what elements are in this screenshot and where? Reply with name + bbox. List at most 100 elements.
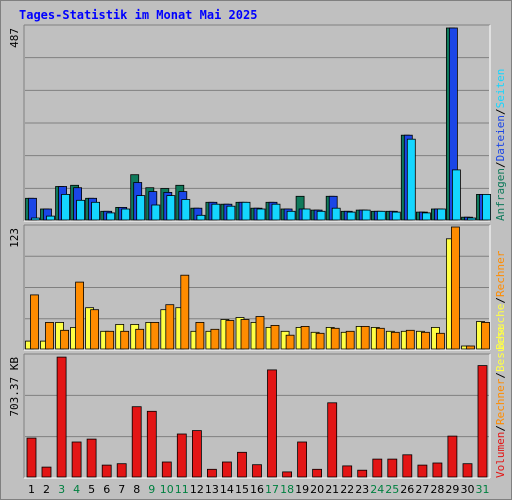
side-legend-item: / <box>494 425 507 432</box>
x-tick-label-day-21: 21 <box>325 483 339 496</box>
visits-bar-rechner-day-17 <box>270 324 280 350</box>
requests-bar-seiten-day-5 <box>91 201 100 221</box>
requests-bar-seiten-day-20 <box>316 210 326 221</box>
requests-bar-seiten-day-14 <box>226 205 236 221</box>
volume-bar-volumen-day-7 <box>116 463 127 478</box>
visits-bar-rechner-day-1 <box>30 294 39 350</box>
visits-bar-rechner-day-10 <box>165 304 175 350</box>
visits-bar-rechner-day-6 <box>105 330 115 350</box>
x-tick-label-day-5: 5 <box>88 483 95 496</box>
visits-bar-rechner-day-16 <box>255 316 265 350</box>
visits-bar-rechner-day-8 <box>135 328 145 350</box>
volume-bar-volumen-day-28 <box>432 462 443 478</box>
requests-bar-seiten-day-28 <box>436 208 446 221</box>
requests-bar-seiten-day-10 <box>166 195 176 221</box>
visits-bar-rechner-day-12 <box>195 321 205 350</box>
requests-bar-seiten-day-12 <box>196 214 206 221</box>
x-tick-label-day-26: 26 <box>400 483 414 496</box>
side-legend-item: / <box>494 108 507 115</box>
requests-bar-seiten-day-30 <box>467 217 476 221</box>
volume-bar-volumen-day-12 <box>191 430 202 478</box>
visits-bar-rechner-day-19 <box>300 325 310 350</box>
side-legend-item: Rechner <box>494 378 507 425</box>
volume-bar-volumen-day-5 <box>86 438 97 478</box>
volume-bar-volumen-day-26 <box>402 454 413 478</box>
x-tick-label-day-12: 12 <box>190 483 204 496</box>
x-tick-label-day-6: 6 <box>103 483 110 496</box>
visits-bar-rechner-day-25 <box>390 331 400 350</box>
visits-bar-rechner-day-20 <box>315 332 325 350</box>
visits-bar-rechner-day-2 <box>45 321 54 350</box>
requests-bar-seiten-day-24 <box>376 210 386 221</box>
requests-bar-seiten-day-2 <box>46 215 55 221</box>
x-tick-label-day-3: 3 <box>58 483 65 496</box>
volume-bar-volumen-day-31 <box>477 365 488 478</box>
volume-bar-volumen-day-25 <box>387 458 398 478</box>
visits-bar-rechner-day-23 <box>360 325 370 350</box>
x-tick-label-day-28: 28 <box>430 483 444 496</box>
visits-bar-rechner-day-28 <box>435 332 445 350</box>
volume-bar-volumen-day-11 <box>176 433 187 478</box>
visits-ymax-label: 123 <box>8 228 21 248</box>
side-legend-item: Besuche <box>494 326 507 372</box>
requests-bar-seiten-day-1 <box>31 217 40 221</box>
volume-bar-volumen-day-4 <box>71 441 82 478</box>
x-tick-label-day-13: 13 <box>205 483 219 496</box>
x-tick-label-day-27: 27 <box>415 483 429 496</box>
x-tick-label-day-22: 22 <box>340 483 354 496</box>
volume-bar-volumen-day-21 <box>327 402 338 478</box>
side-legend-item: / <box>494 161 507 168</box>
requests-bar-seiten-day-19 <box>301 208 311 221</box>
side-legend-item: Anfragen <box>494 168 507 221</box>
visits-bar-rechner-day-24 <box>375 327 385 350</box>
volume-bar-volumen-day-29 <box>447 435 458 478</box>
x-tick-label-day-31: 31 <box>476 483 490 496</box>
x-tick-label-day-25: 25 <box>385 483 399 496</box>
x-tick-label-day-9: 9 <box>148 483 155 496</box>
x-tick-label-day-20: 20 <box>310 483 324 496</box>
requests-bar-seiten-day-15 <box>241 201 251 221</box>
visits-bar-rechner-day-18 <box>285 334 295 350</box>
requests-bar-seiten-day-8 <box>136 195 146 221</box>
requests-bar-seiten-day-29 <box>451 169 461 221</box>
volume-bar-volumen-day-16 <box>252 464 262 478</box>
visits-bar-rechner-day-4 <box>75 281 84 350</box>
x-tick-label-day-15: 15 <box>235 483 249 496</box>
side-legend-item: Rechner <box>494 250 507 297</box>
x-tick-label-day-11: 11 <box>175 483 189 496</box>
x-tick-label-day-7: 7 <box>118 483 125 496</box>
x-tick-label-day-18: 18 <box>280 483 294 496</box>
volume-plot-area <box>24 354 490 478</box>
requests-bar-seiten-day-13 <box>211 203 221 221</box>
volume-bar-volumen-day-19 <box>297 441 308 478</box>
volume-bar-volumen-day-18 <box>282 471 293 478</box>
x-tick-label-day-29: 29 <box>445 483 459 496</box>
requests-bar-seiten-day-6 <box>106 212 116 221</box>
side-legend-item: Volumen <box>494 432 507 478</box>
volume-ymax-label: 703.37 KB <box>8 357 21 417</box>
visits-bar-rechner-day-9 <box>150 321 160 350</box>
requests-bar-seiten-day-17 <box>271 203 281 221</box>
volume-bar-volumen-day-6 <box>101 464 112 478</box>
side-legend-item: / <box>494 297 507 304</box>
visits-bar-rechner-day-27 <box>420 331 430 350</box>
volume-bar-volumen-day-23 <box>357 469 368 478</box>
x-tick-label-day-17: 17 <box>265 483 279 496</box>
volume-bar-volumen-day-20 <box>312 468 323 478</box>
requests-ymax-label: 487 <box>8 28 21 48</box>
side-legend-item: Seiten <box>494 69 507 109</box>
x-tick-label-day-2: 2 <box>43 483 50 496</box>
visits-bar-rechner-day-3 <box>60 329 69 350</box>
requests-bar-dateien-day-1 <box>28 197 37 221</box>
volume-bar-volumen-day-3 <box>56 356 67 478</box>
visits-bar-rechner-day-26 <box>405 329 415 350</box>
volume-bar-volumen-day-22 <box>342 465 353 478</box>
side-legend-item: Besuche <box>494 304 507 350</box>
volume-bar-volumen-day-9 <box>146 410 157 478</box>
x-tick-label-day-14: 14 <box>220 483 234 496</box>
volume-bar-volumen-day-8 <box>131 406 142 478</box>
requests-bar-seiten-day-4 <box>76 199 85 221</box>
volume-bar-volumen-day-17 <box>267 369 277 478</box>
